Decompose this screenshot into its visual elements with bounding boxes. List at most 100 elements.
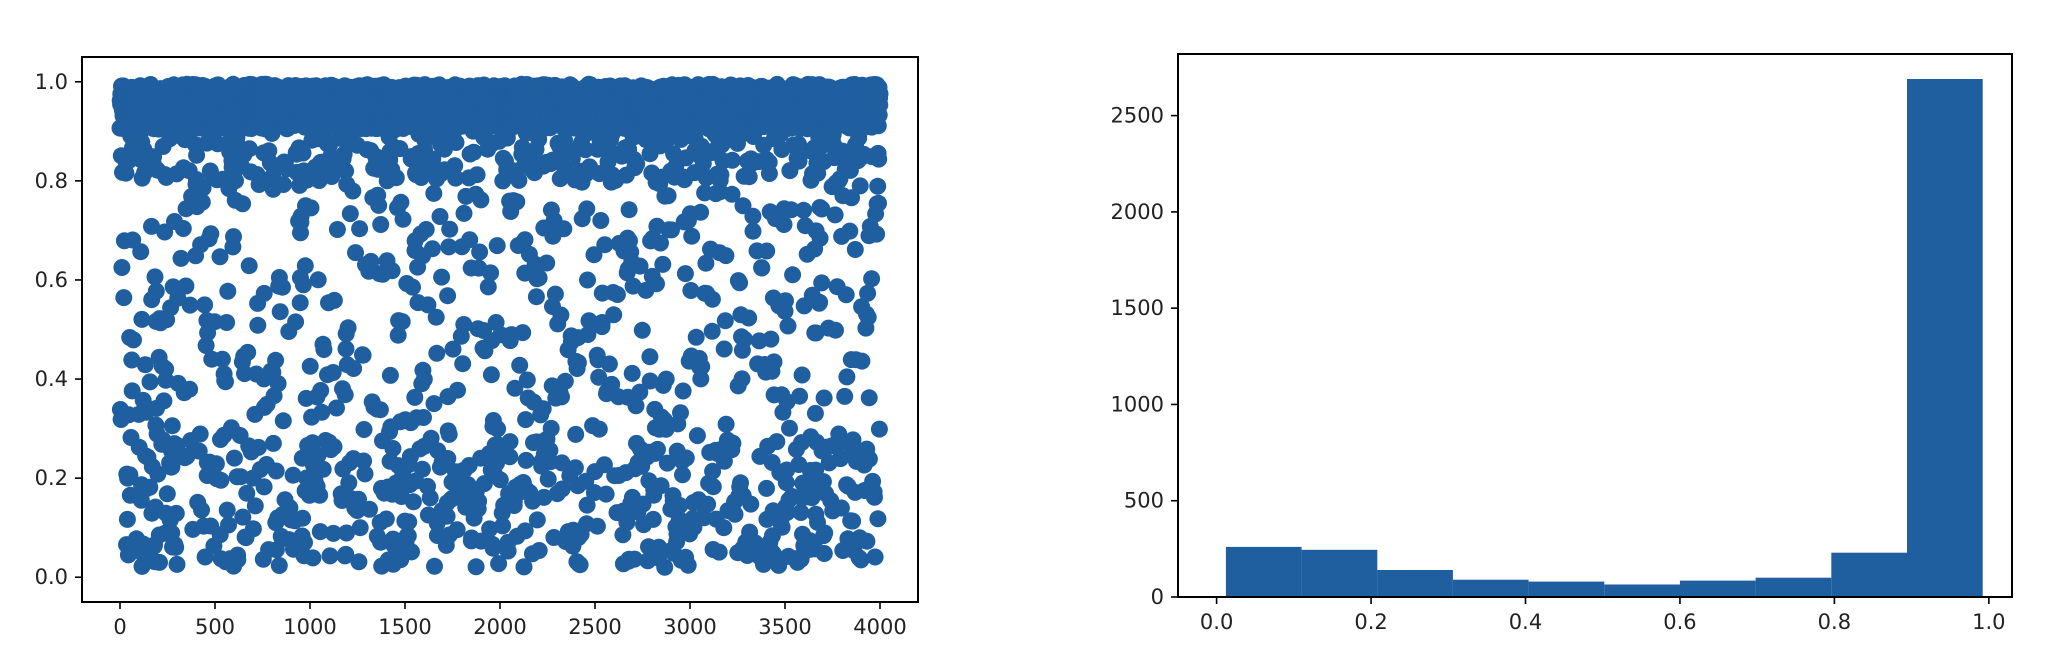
scatter-point bbox=[255, 284, 273, 302]
scatter-point bbox=[605, 306, 623, 324]
scatter-point bbox=[188, 146, 206, 164]
scatter-point bbox=[623, 364, 641, 382]
scatter-point bbox=[193, 193, 211, 211]
histogram-bar-3 bbox=[1452, 579, 1529, 597]
scatter-point bbox=[404, 278, 421, 296]
scatter-point bbox=[506, 379, 524, 397]
scatter-point bbox=[482, 264, 500, 282]
scatter-point bbox=[608, 286, 626, 303]
scatter-point bbox=[355, 421, 373, 438]
scatter-point bbox=[291, 294, 309, 312]
chart0-ytick-label-1: 0.2 bbox=[35, 466, 68, 490]
scatter-point bbox=[417, 221, 435, 238]
scatter-point bbox=[641, 348, 659, 366]
scatter-point bbox=[454, 355, 472, 373]
scatter-point bbox=[141, 373, 159, 391]
scatter-point bbox=[869, 510, 887, 528]
scatter-point bbox=[494, 517, 512, 535]
scatter-point bbox=[383, 262, 401, 280]
scatter-point bbox=[225, 228, 242, 246]
scatter-point bbox=[296, 534, 313, 551]
scatter-point bbox=[123, 351, 141, 369]
scatter-point bbox=[328, 399, 345, 417]
chart0-xtick-label-2: 1000 bbox=[283, 615, 336, 639]
scatter-point bbox=[732, 474, 749, 492]
chart1-xtick-label-5: 1.0 bbox=[1972, 610, 2005, 634]
scatter-point bbox=[618, 514, 636, 531]
scatter-point bbox=[511, 356, 529, 374]
chart0-xtick-label-8: 4000 bbox=[853, 615, 906, 639]
scatter-point bbox=[362, 252, 380, 270]
scatter-point bbox=[426, 557, 443, 575]
scatter-point bbox=[113, 259, 131, 276]
scatter-point bbox=[517, 411, 535, 429]
scatter-point bbox=[356, 465, 374, 483]
scatter-point bbox=[777, 292, 794, 310]
scatter-point bbox=[441, 220, 459, 238]
scatter-point bbox=[657, 370, 675, 388]
scatter-point bbox=[428, 344, 446, 362]
chart0-xtick-label-4: 2000 bbox=[473, 615, 526, 639]
scatter-point bbox=[715, 519, 733, 537]
scatter-point bbox=[744, 207, 762, 225]
scatter-point bbox=[538, 254, 556, 272]
chart0-xtick-label-3: 1500 bbox=[378, 615, 431, 639]
scatter-point bbox=[271, 303, 289, 321]
scatter-point bbox=[229, 551, 247, 569]
scatter-point bbox=[654, 255, 672, 273]
scatter-point bbox=[488, 454, 505, 472]
scatter-point bbox=[302, 199, 320, 217]
scatter-point bbox=[860, 389, 878, 407]
scatter-point bbox=[671, 497, 689, 514]
scatter-point bbox=[234, 195, 252, 213]
scatter-point bbox=[652, 477, 670, 495]
scatter-point bbox=[553, 388, 570, 406]
scatter-point bbox=[539, 470, 557, 488]
scatter-point bbox=[321, 547, 339, 565]
chart0-xtick-label-1: 500 bbox=[195, 615, 235, 639]
scatter-point bbox=[556, 372, 574, 390]
scatter-point bbox=[220, 516, 237, 534]
scatter-point bbox=[294, 276, 312, 294]
scatter-point bbox=[758, 479, 775, 497]
scatter-point bbox=[777, 474, 795, 492]
chart0-xtick-label-5: 2500 bbox=[568, 615, 621, 639]
scatter-point bbox=[406, 388, 424, 406]
scatter-point bbox=[590, 420, 608, 438]
scatter-point bbox=[863, 270, 881, 288]
histogram-bar-1 bbox=[1301, 549, 1378, 597]
scatter-point bbox=[323, 168, 341, 185]
scatter-point bbox=[392, 193, 410, 211]
scatter-point bbox=[440, 425, 458, 443]
scatter-point bbox=[815, 545, 833, 562]
scatter-point bbox=[723, 151, 741, 169]
scatter-point bbox=[758, 242, 776, 260]
scatter-point bbox=[871, 85, 889, 103]
scatter-point bbox=[355, 452, 373, 470]
scatter-point bbox=[731, 274, 749, 292]
scatter-point bbox=[648, 275, 665, 293]
scatter-point bbox=[337, 340, 355, 358]
scatter-point bbox=[287, 313, 305, 331]
scatter-point bbox=[712, 166, 730, 184]
scatter-point bbox=[296, 257, 314, 275]
scatter-point bbox=[264, 434, 282, 452]
scatter-point bbox=[151, 553, 168, 571]
scatter-point bbox=[341, 205, 359, 223]
scatter-panel: 0 500 1000 1500 2000 2500 3000 3500 4000 0.0 0.2 0.… bbox=[35, 56, 919, 639]
scatter-point bbox=[345, 360, 363, 377]
scatter-point bbox=[399, 527, 417, 545]
scatter-point bbox=[141, 478, 159, 496]
scatter-point bbox=[579, 271, 596, 289]
scatter-point bbox=[553, 454, 571, 472]
scatter-point bbox=[778, 504, 796, 522]
scatter-point bbox=[181, 380, 199, 398]
scatter-point bbox=[479, 278, 497, 296]
histogram-bar-5 bbox=[1604, 584, 1680, 597]
scatter-point bbox=[146, 268, 164, 286]
scatter-point bbox=[274, 278, 291, 296]
scatter-point bbox=[659, 187, 677, 205]
scatter-point bbox=[350, 553, 368, 571]
scatter-point bbox=[168, 555, 186, 573]
scatter-point bbox=[631, 257, 649, 275]
